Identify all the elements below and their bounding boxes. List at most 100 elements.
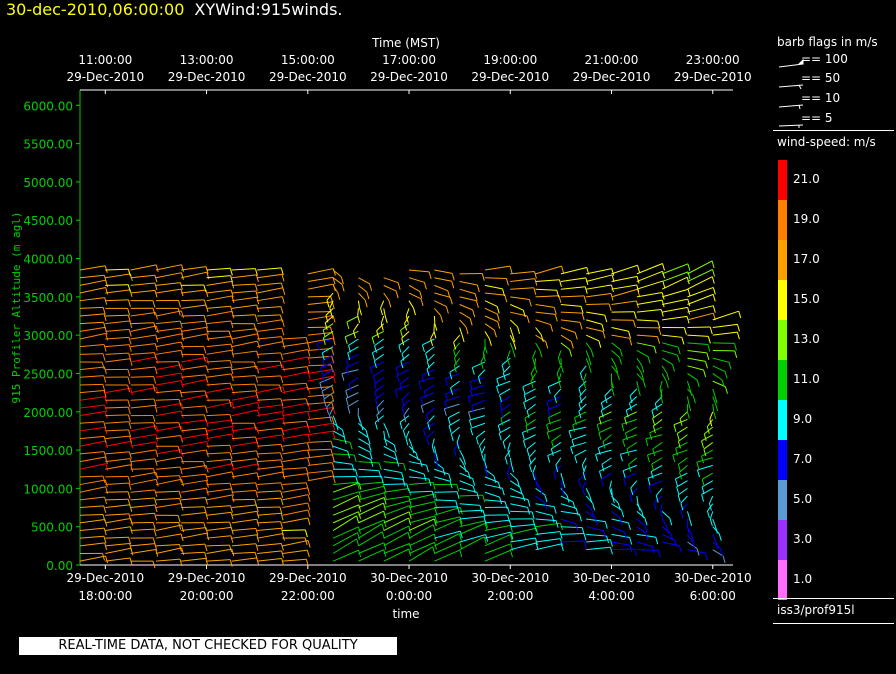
wind-barb bbox=[712, 388, 718, 404]
wind-barb bbox=[395, 361, 410, 375]
barb-flag bbox=[662, 271, 666, 279]
barb-shaft bbox=[206, 295, 233, 302]
barb-flag bbox=[154, 275, 158, 283]
wind-barb bbox=[623, 472, 638, 486]
barb-shaft bbox=[484, 284, 503, 290]
barb-shaft bbox=[257, 434, 283, 440]
barb-flag bbox=[103, 421, 107, 429]
wind-barb bbox=[572, 418, 587, 432]
barb-flag bbox=[206, 357, 210, 365]
barb-flag bbox=[255, 490, 259, 498]
barb-shaft bbox=[79, 440, 106, 447]
barb-shaft bbox=[206, 360, 231, 363]
barb-flag bbox=[374, 383, 378, 392]
wind-barb bbox=[206, 419, 234, 428]
barb-flag bbox=[546, 401, 550, 409]
barb-flag bbox=[307, 411, 311, 419]
barb-shaft bbox=[459, 311, 471, 319]
barb-shaft bbox=[509, 457, 513, 466]
wind-barb bbox=[79, 389, 107, 398]
barb-shaft bbox=[526, 403, 536, 412]
barb-shaft bbox=[231, 333, 258, 340]
wind-barb bbox=[687, 349, 710, 360]
barb-shaft bbox=[499, 426, 511, 434]
barb-flag bbox=[434, 542, 437, 550]
barb-flag bbox=[501, 364, 505, 373]
barb-shaft bbox=[358, 284, 368, 293]
bottom-tick-date: 29-Dec-2010 bbox=[66, 571, 144, 585]
barb-flag bbox=[633, 311, 637, 319]
wind-barb bbox=[231, 361, 257, 370]
barb-flag bbox=[386, 430, 390, 438]
wind-barb bbox=[206, 343, 234, 352]
barb-flag bbox=[701, 440, 704, 448]
wind-barb bbox=[611, 350, 623, 365]
barb-flag bbox=[127, 414, 131, 422]
barb-shaft bbox=[155, 544, 180, 547]
wind-barb bbox=[530, 373, 537, 388]
barb-flag bbox=[704, 552, 708, 561]
barb-flag bbox=[532, 357, 536, 366]
barb-shaft bbox=[611, 541, 630, 546]
barb-flag bbox=[687, 299, 691, 307]
barb-flag bbox=[715, 541, 719, 549]
barb-flag bbox=[641, 510, 645, 519]
barb-flag bbox=[368, 444, 372, 452]
wind-barb bbox=[484, 484, 505, 496]
barb-flag bbox=[550, 324, 554, 332]
barb-flag bbox=[383, 492, 387, 501]
top-tick-date: 29-Dec-2010 bbox=[471, 70, 549, 84]
barb-flag bbox=[598, 417, 602, 425]
barb-flag bbox=[453, 349, 457, 358]
wind-barb bbox=[459, 503, 483, 513]
wind-barb bbox=[307, 454, 335, 462]
barb-flag bbox=[181, 479, 185, 487]
wind-barb bbox=[560, 480, 565, 496]
barb-flag bbox=[554, 314, 558, 322]
y-tick-label: 2000.00 bbox=[23, 406, 73, 420]
barb-shaft bbox=[181, 271, 208, 279]
barb-shaft bbox=[408, 493, 435, 501]
barb-shaft bbox=[319, 376, 334, 384]
barb-flag bbox=[381, 523, 385, 531]
wind-barb bbox=[206, 335, 234, 344]
barb-flag bbox=[255, 375, 259, 383]
barb-flag bbox=[353, 330, 356, 339]
barb-flag bbox=[602, 331, 606, 339]
wind-barb bbox=[560, 495, 576, 509]
barb-shaft bbox=[535, 334, 547, 342]
wind-barb bbox=[524, 411, 536, 426]
wind-barb bbox=[459, 319, 469, 335]
wind-barb bbox=[535, 518, 559, 528]
scale-label: 21.0 bbox=[793, 172, 820, 186]
wind-barb bbox=[257, 327, 285, 336]
wind-barb bbox=[383, 543, 412, 554]
wind-barb bbox=[257, 404, 285, 413]
barb-shaft bbox=[105, 344, 130, 348]
wind-barb bbox=[155, 456, 184, 465]
barb-flag bbox=[129, 458, 133, 466]
top-tick-date: 29-Dec-2010 bbox=[370, 70, 448, 84]
wind-barb bbox=[459, 472, 476, 486]
wind-barb bbox=[206, 382, 233, 391]
barb-flag bbox=[230, 512, 234, 520]
barb-shaft bbox=[687, 342, 708, 346]
wind-barb bbox=[609, 480, 613, 496]
chart-title: 30-dec-2010,06:00:00 XYWind:915winds. bbox=[6, 0, 343, 19]
barb-flag bbox=[657, 320, 661, 329]
barb-flag bbox=[332, 376, 336, 384]
wind-barb bbox=[586, 526, 606, 538]
barb-shaft bbox=[231, 274, 257, 279]
wind-barb bbox=[528, 449, 536, 465]
barb-flag bbox=[532, 472, 536, 481]
barb-shaft bbox=[687, 534, 693, 542]
barb-flag bbox=[496, 378, 500, 386]
barb-flag bbox=[610, 380, 614, 389]
barb-flag bbox=[230, 306, 234, 314]
wind-barb bbox=[586, 268, 615, 276]
barb-shaft bbox=[510, 537, 536, 543]
barb-flag bbox=[709, 326, 713, 335]
barb-flag bbox=[358, 491, 362, 499]
barb-flag bbox=[724, 386, 728, 394]
barb-flag bbox=[383, 542, 387, 550]
